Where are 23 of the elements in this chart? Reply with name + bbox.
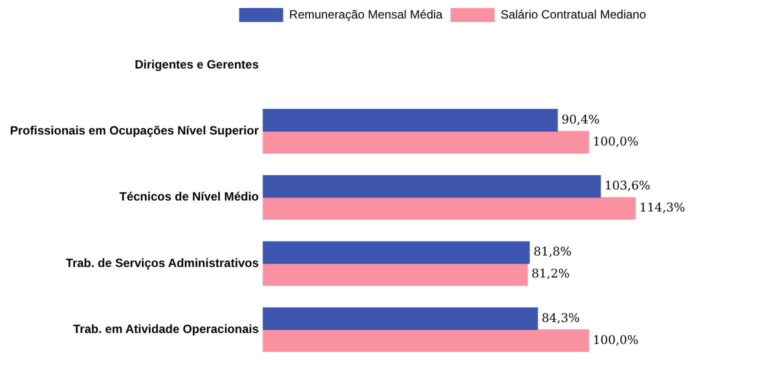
y-tick-label: Profissionais em Ocupações Nível Superior	[10, 124, 260, 138]
bar	[262, 263, 528, 286]
data-label: 100,0%	[592, 134, 639, 148]
legend-label: Salário Contratual Mediano	[500, 7, 646, 22]
bar	[262, 130, 590, 154]
data-label: 84,3%	[542, 310, 580, 325]
y-tick-label: Técnicos de Nível Médio	[119, 190, 259, 204]
data-label: 81,8%	[533, 244, 572, 259]
data-label: 100,0%	[592, 332, 639, 347]
bar	[262, 175, 601, 198]
y-tick-label: Trab. de Serviços Administrativos	[66, 256, 260, 270]
data-label: 114,3%	[639, 200, 686, 215]
y-tick-label: Trab. em Atividade Operacionais	[73, 322, 260, 336]
bar	[262, 241, 530, 264]
bar	[262, 329, 590, 352]
legend-label: Remuneração Mensal Média	[289, 7, 443, 22]
data-label: 90,4%	[561, 112, 600, 126]
bar	[262, 307, 538, 330]
bar	[262, 197, 636, 220]
y-tick-label: Dirigentes e Gerentes	[134, 57, 260, 72]
bar	[262, 108, 558, 132]
data-label: 81,2%	[531, 266, 570, 281]
data-label: 103,6%	[604, 178, 650, 193]
